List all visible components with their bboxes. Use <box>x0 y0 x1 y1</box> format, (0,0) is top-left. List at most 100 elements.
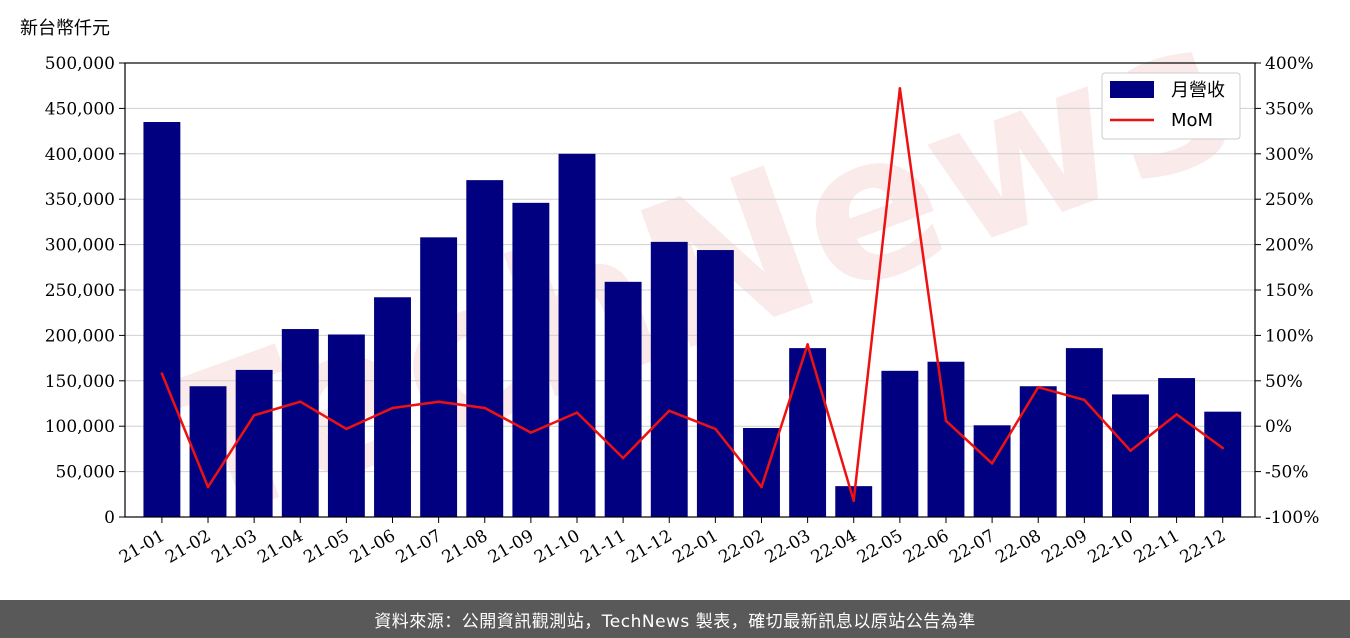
x-tick-label: 22-04 <box>808 526 860 568</box>
y-left-tick-label: 500,000 <box>45 54 115 74</box>
x-tick-label: 21-02 <box>162 526 214 568</box>
bar-22-03 <box>789 348 827 517</box>
x-tick-label: 21-01 <box>116 526 168 568</box>
y-left-tick-label: 250,000 <box>45 281 115 301</box>
y-left-unit-label: 新台幣仟元 <box>20 18 110 39</box>
bar-22-01 <box>696 250 734 517</box>
y-left-tick-label: 50,000 <box>56 463 115 483</box>
mom-point-21-01 <box>160 372 164 375</box>
bar-21-01 <box>143 122 181 518</box>
bar-series-revenue <box>143 122 1242 518</box>
y-right-tick-label: -50% <box>1265 463 1309 483</box>
y-right-tick-label: 0% <box>1265 417 1292 437</box>
x-tick-label: 22-12 <box>1177 526 1229 568</box>
source-footer: 資料來源：公開資訊觀測站，TechNews 製表，確切最新訊息以原站公告為準 <box>0 600 1350 638</box>
bar-22-10 <box>1112 394 1149 517</box>
bar-22-12 <box>1204 411 1242 517</box>
x-tick-label: 22-07 <box>946 526 998 568</box>
y-left-tick-label: 350,000 <box>45 190 115 210</box>
mom-point-21-03 <box>252 414 256 417</box>
bar-22-09 <box>1065 348 1103 517</box>
y-left-tick-label: 400,000 <box>45 145 115 165</box>
mom-point-21-07 <box>437 400 440 403</box>
chart: TechNews 新台幣仟元 050,000100,000150,000200,… <box>20 0 1319 572</box>
x-tick-label: 22-06 <box>900 526 952 568</box>
y-right-tick-label: 200% <box>1265 236 1314 256</box>
y-axis-left: 0 50,000 100,000 150,000 200,000 250,000 300,0… <box>45 54 125 528</box>
x-tick-label: 21-07 <box>393 526 445 568</box>
x-tick-label: 22-08 <box>992 526 1044 568</box>
bar-21-04 <box>281 329 319 517</box>
y-right-tick-label: 150% <box>1265 281 1314 301</box>
mom-point-22-03 <box>806 343 809 346</box>
mom-point-21-12 <box>667 409 671 413</box>
y-axis-right: -100% -50% 0% 50% 100% 150% 200% 250% 300% 350% 40… <box>1255 54 1319 528</box>
bar-21-07 <box>420 237 458 517</box>
y-right-tick-label: 50% <box>1265 372 1303 392</box>
y-left-tick-label: 300,000 <box>45 236 115 256</box>
bar-22-11 <box>1158 378 1196 517</box>
bar-22-08 <box>1019 386 1057 517</box>
mom-point-22-10 <box>1129 449 1132 453</box>
x-tick-label: 22-10 <box>1085 526 1137 568</box>
x-tick-label: 21-10 <box>531 526 583 568</box>
legend-swatch-revenue <box>1110 81 1154 98</box>
y-right-tick-label: -100% <box>1265 508 1319 528</box>
mom-point-22-01 <box>714 427 717 431</box>
y-left-tick-label: 450,000 <box>45 99 115 119</box>
mom-point-22-07 <box>990 462 994 465</box>
y-right-tick-label: 400% <box>1265 54 1314 74</box>
bar-21-09 <box>512 202 550 517</box>
x-tick-label: 22-03 <box>762 526 814 568</box>
mom-point-21-05 <box>345 427 348 431</box>
x-tick-label: 22-01 <box>669 526 721 568</box>
line-series-mom <box>160 87 1225 502</box>
mom-point-21-10 <box>575 411 579 414</box>
bar-22-06 <box>927 361 965 517</box>
source-text: 資料來源：公開資訊觀測站，TechNews 製表，確切最新訊息以原站公告為準 <box>374 611 976 632</box>
x-tick-label: 21-09 <box>485 526 537 568</box>
y-left-tick-label: 0 <box>104 508 115 528</box>
x-tick-label: 22-05 <box>854 526 906 568</box>
bar-21-08 <box>466 180 504 517</box>
mom-point-21-08 <box>483 406 487 410</box>
mom-point-21-11 <box>621 456 625 460</box>
mom-point-21-04 <box>298 400 302 403</box>
bar-22-05 <box>881 370 919 517</box>
y-right-tick-label: 350% <box>1265 99 1314 119</box>
y-right-tick-label: 250% <box>1265 190 1314 210</box>
x-tick-label: 22-11 <box>1131 526 1183 568</box>
x-tick-label: 21-08 <box>439 526 491 568</box>
y-left-tick-label: 200,000 <box>45 326 115 346</box>
legend: 月營收 MoM <box>1101 72 1241 140</box>
mom-point-22-06 <box>944 419 948 423</box>
bar-21-05 <box>327 334 365 517</box>
x-tick-label: 21-12 <box>623 526 675 568</box>
mom-point-22-08 <box>1036 385 1040 389</box>
mom-point-21-09 <box>529 431 533 434</box>
x-tick-label: 21-06 <box>347 526 399 568</box>
y-right-tick-label: 100% <box>1265 326 1314 346</box>
bar-21-02 <box>189 386 227 517</box>
x-tick-label: 22-02 <box>716 526 768 568</box>
mom-point-22-04 <box>852 499 856 502</box>
x-tick-label: 22-09 <box>1038 526 1090 568</box>
legend-label-revenue: 月營收 <box>1171 80 1225 101</box>
y-left-tick-label: 150,000 <box>45 372 115 392</box>
y-left-tick-label: 100,000 <box>45 417 115 437</box>
mom-point-21-06 <box>391 406 394 410</box>
mom-point-21-02 <box>206 485 210 489</box>
bar-21-11 <box>604 281 642 517</box>
mom-point-22-11 <box>1175 413 1178 416</box>
y-right-tick-label: 300% <box>1265 145 1314 165</box>
mom-point-22-09 <box>1083 398 1086 402</box>
mom-point-22-12 <box>1221 446 1225 450</box>
mom-point-22-05 <box>898 87 902 90</box>
bar-21-12 <box>650 241 688 517</box>
bar-21-03 <box>235 369 273 517</box>
bar-21-10 <box>558 153 596 518</box>
bar-22-07 <box>973 425 1011 517</box>
legend-label-mom: MoM <box>1171 110 1213 131</box>
mom-line <box>160 87 1224 502</box>
mom-point-22-02 <box>760 485 763 489</box>
